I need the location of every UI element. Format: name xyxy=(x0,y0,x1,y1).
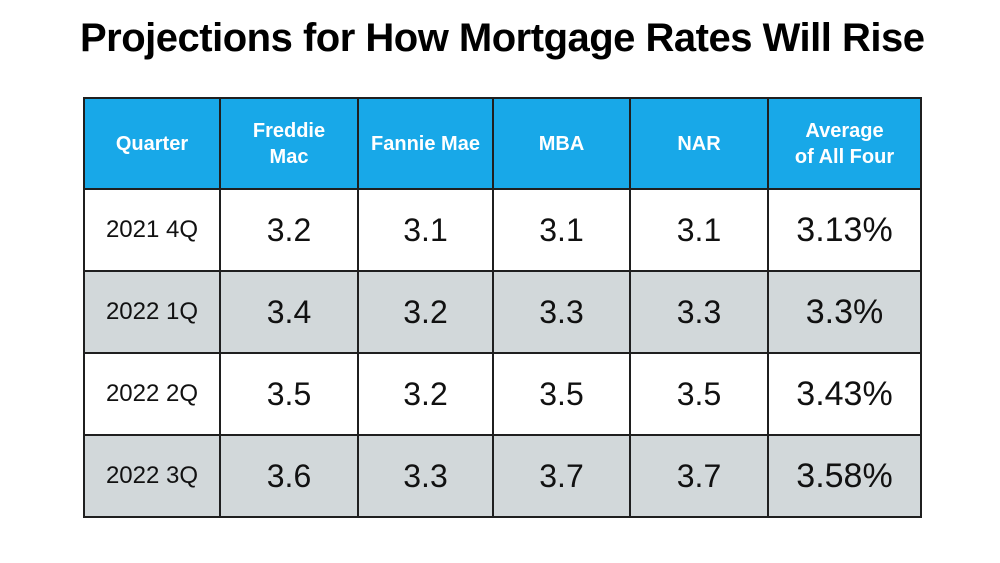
nar-value: 3.1 xyxy=(629,188,769,272)
table-body: 2021 4Q 3.2 3.1 3.1 3.1 3.13% 2022 1Q 3.… xyxy=(83,188,922,518)
nar-value: 3.7 xyxy=(629,434,769,518)
mba-value: 3.7 xyxy=(492,434,631,518)
freddie-mac-value: 3.4 xyxy=(219,270,359,354)
fannie-mae-value: 3.3 xyxy=(357,434,494,518)
nar-value: 3.3 xyxy=(629,270,769,354)
mortgage-rates-table: Quarter Freddie Mac Fannie Mae MBA NAR A… xyxy=(83,97,922,518)
nar-value: 3.5 xyxy=(629,352,769,436)
quarter-cell: 2021 4Q xyxy=(83,188,221,272)
average-value: 3.3% xyxy=(767,270,922,354)
table-row: 2022 1Q 3.4 3.2 3.3 3.3 3.3% xyxy=(83,270,922,354)
table-row: 2021 4Q 3.2 3.1 3.1 3.1 3.13% xyxy=(83,188,922,272)
average-value: 3.43% xyxy=(767,352,922,436)
table-row: 2022 3Q 3.6 3.3 3.7 3.7 3.58% xyxy=(83,434,922,518)
fannie-mae-value: 3.2 xyxy=(357,352,494,436)
average-value: 3.58% xyxy=(767,434,922,518)
slide-title: Projections for How Mortgage Rates Will … xyxy=(80,16,925,60)
table-row: 2022 2Q 3.5 3.2 3.5 3.5 3.43% xyxy=(83,352,922,436)
header-row: Quarter Freddie Mac Fannie Mae MBA NAR A… xyxy=(83,97,922,190)
fannie-mae-value: 3.1 xyxy=(357,188,494,272)
fannie-mae-value: 3.2 xyxy=(357,270,494,354)
mba-value: 3.1 xyxy=(492,188,631,272)
column-header-quarter: Quarter xyxy=(83,97,221,190)
freddie-mac-value: 3.5 xyxy=(219,352,359,436)
column-header-freddie-mac: Freddie Mac xyxy=(219,97,359,190)
table-header: Quarter Freddie Mac Fannie Mae MBA NAR A… xyxy=(83,97,922,190)
column-header-fannie-mae: Fannie Mae xyxy=(357,97,494,190)
freddie-mac-value: 3.2 xyxy=(219,188,359,272)
mba-value: 3.5 xyxy=(492,352,631,436)
quarter-cell: 2022 3Q xyxy=(83,434,221,518)
quarter-cell: 2022 2Q xyxy=(83,352,221,436)
quarter-cell: 2022 1Q xyxy=(83,270,221,354)
average-value: 3.13% xyxy=(767,188,922,272)
freddie-mac-value: 3.6 xyxy=(219,434,359,518)
column-header-nar: NAR xyxy=(629,97,769,190)
column-header-mba: MBA xyxy=(492,97,631,190)
column-header-average: Average of All Four xyxy=(767,97,922,190)
mba-value: 3.3 xyxy=(492,270,631,354)
